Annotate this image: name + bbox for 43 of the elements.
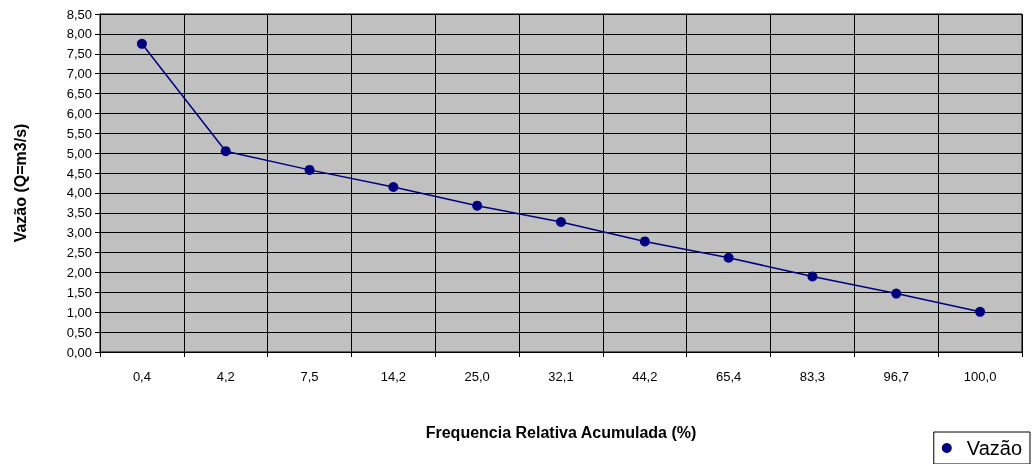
point bbox=[891, 288, 902, 299]
point bbox=[723, 252, 734, 263]
y-tick-label: 4,00 bbox=[66, 185, 92, 201]
point bbox=[556, 216, 566, 227]
y-tick-label: 6,50 bbox=[66, 86, 92, 102]
x-tick-label: 7,5 bbox=[300, 369, 319, 384]
x-tick-label: 32,1 bbox=[548, 369, 574, 384]
y-tick-label: 0,00 bbox=[66, 344, 92, 360]
x-tick-label: 0,4 bbox=[132, 369, 151, 384]
y-tick-label: 8,50 bbox=[66, 6, 92, 22]
x-tick-label: 25,0 bbox=[464, 369, 490, 384]
y-tick-label: 6,00 bbox=[66, 105, 92, 121]
y-tick-label: 2,50 bbox=[66, 245, 92, 261]
x-tick-label: 100,0 bbox=[963, 369, 997, 384]
point bbox=[388, 181, 399, 192]
y-tick-label: 2,00 bbox=[66, 264, 92, 280]
y-tick-label: 0,50 bbox=[66, 324, 92, 340]
point bbox=[472, 200, 483, 211]
y-tick-label: 3,50 bbox=[66, 205, 92, 221]
x-tick-label: 65,4 bbox=[715, 369, 742, 384]
y-tick-label: 7,50 bbox=[66, 46, 92, 62]
y-tick-label: 3,00 bbox=[66, 225, 92, 241]
legend-label: Vazão bbox=[966, 437, 1023, 459]
y-tick-label: 7,00 bbox=[66, 66, 92, 82]
x-tick-label: 4,2 bbox=[216, 369, 235, 384]
x-tick-label: 14,2 bbox=[380, 369, 407, 384]
x-tick-label: 44,2 bbox=[632, 369, 658, 384]
y-tick-label: 1,50 bbox=[66, 284, 92, 300]
y-tick-label: 5,50 bbox=[66, 125, 92, 141]
x-tick-label: 83,3 bbox=[799, 369, 826, 384]
point bbox=[304, 164, 315, 175]
x-axis-title: Frequencia Relativa Acumulada (%) bbox=[425, 423, 697, 441]
point bbox=[807, 271, 818, 282]
y-tick-label: 4,50 bbox=[66, 165, 92, 181]
y-tick-label: 8,00 bbox=[66, 26, 92, 42]
x-tick-label: 96,7 bbox=[883, 369, 909, 384]
y-tick-label: 1,00 bbox=[66, 304, 92, 320]
y-tick-label: 5,00 bbox=[66, 145, 92, 161]
point bbox=[975, 306, 986, 317]
y-axis-title: Vazão (Q=m3/s) bbox=[11, 123, 29, 243]
point bbox=[220, 146, 231, 157]
point bbox=[136, 38, 147, 49]
point bbox=[639, 236, 650, 247]
